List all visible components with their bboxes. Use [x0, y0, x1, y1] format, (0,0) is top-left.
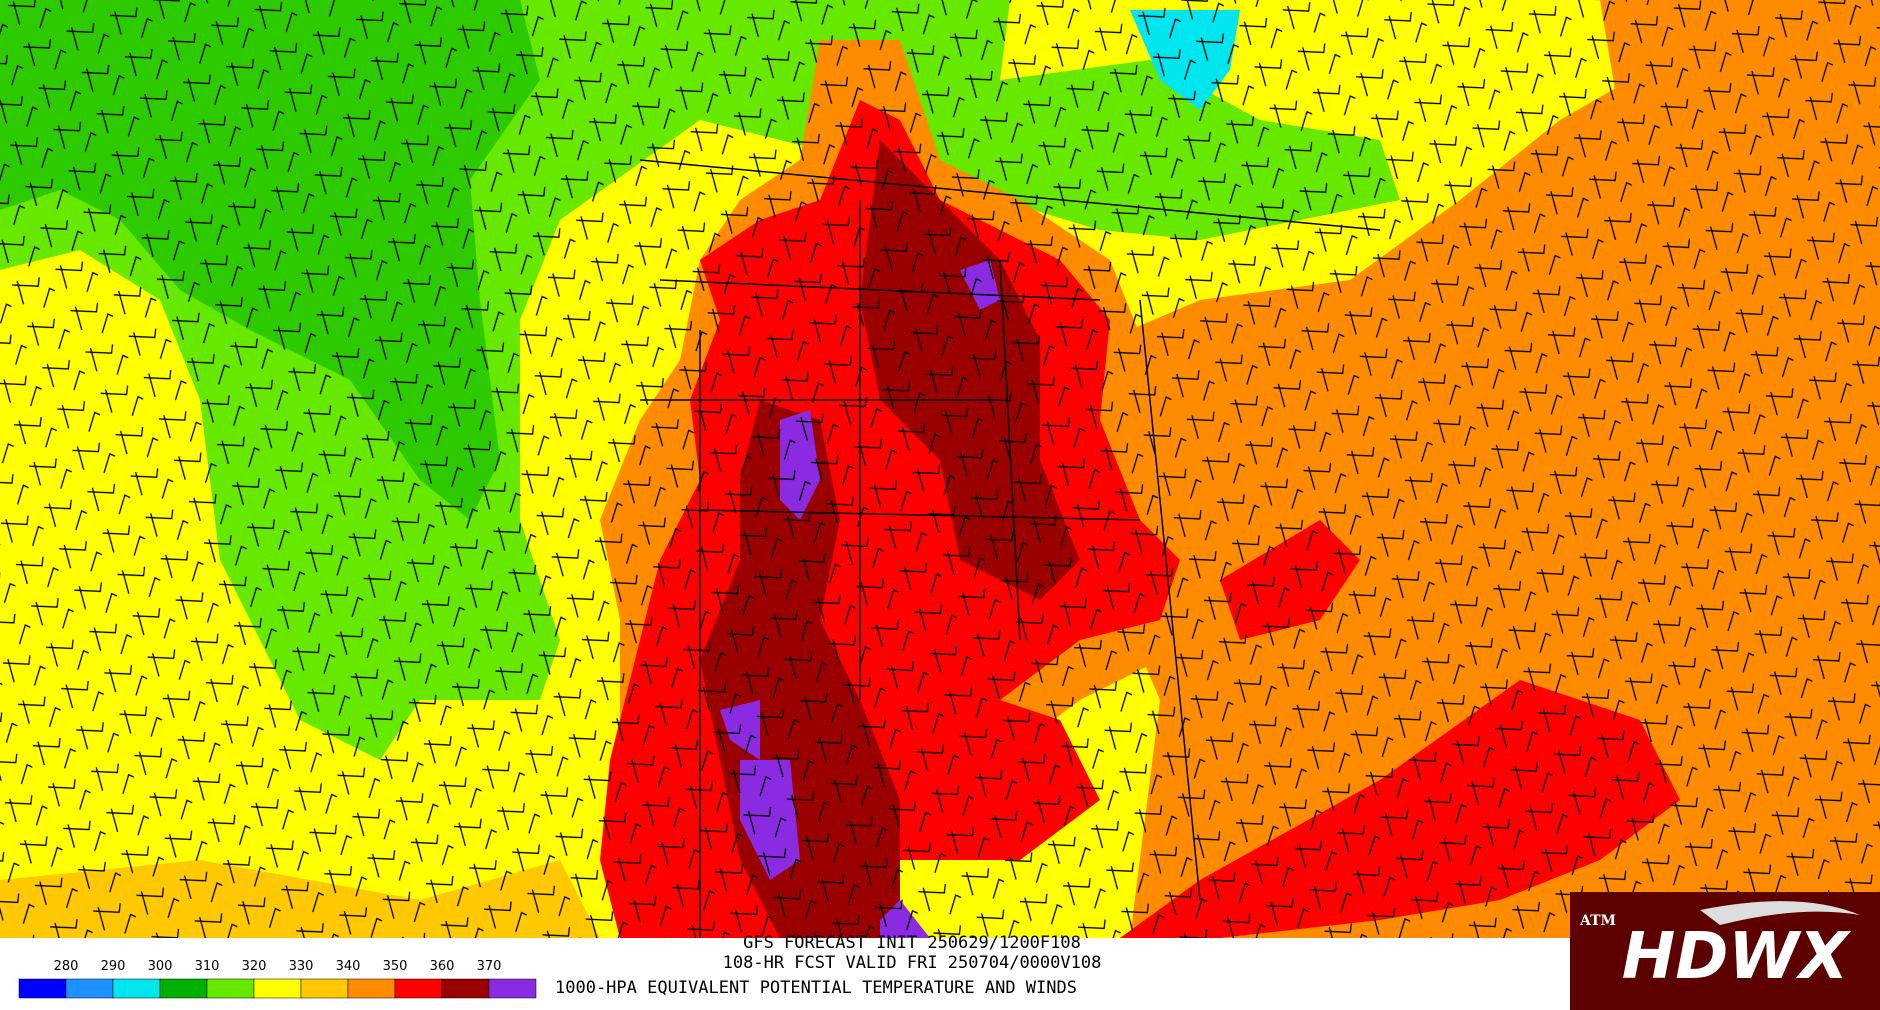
logo-swoosh	[1700, 901, 1860, 925]
colorbar-tick-label: 340	[336, 959, 361, 974]
colorbar-tick-label: 300	[148, 959, 173, 974]
colorbar-swatch	[488, 978, 537, 999]
logo-text: HDWX	[1622, 920, 1851, 994]
colorbar-swatch	[206, 978, 255, 999]
colorbar-tick-label: 370	[477, 959, 502, 974]
colorbar-tick-label: 330	[289, 959, 314, 974]
colorbar-tick-label: 320	[242, 959, 267, 974]
colorbar-swatch	[253, 978, 302, 999]
colorbar-tick-label: 350	[383, 959, 408, 974]
colorbar-swatch	[159, 978, 208, 999]
logo: ATM HDWX	[1570, 892, 1880, 1010]
colorbar-tick-label: 290	[101, 959, 126, 974]
wind-barbs	[0, 0, 1880, 938]
colorbar-swatch	[441, 978, 490, 999]
colorbar: 280 290 300 310 320 330 340 350 360 370	[18, 959, 537, 999]
colorbar-swatch	[18, 978, 67, 999]
colorbar-tick-label: 360	[430, 959, 455, 974]
logo-emblem: ATM	[1579, 913, 1616, 929]
map	[0, 0, 1880, 938]
colorbar-swatch	[347, 978, 396, 999]
caption-line: 1000-HPA EQUIVALENT POTENTIAL TEMPERATUR…	[555, 978, 1077, 998]
caption-line: GFS FORECAST INIT 250629/1200F108	[743, 933, 1081, 953]
colorbar-tick-label: 310	[195, 959, 220, 974]
colorbar-swatch	[112, 978, 161, 999]
colorbar-swatch	[65, 978, 114, 999]
boundary-lines	[639, 159, 1381, 938]
colorbar-swatch	[394, 978, 443, 999]
colorbar-tick-label: 280	[54, 959, 79, 974]
caption-line: 108-HR FCST VALID FRI 250704/0000V108	[723, 953, 1102, 973]
colorbar-swatch	[300, 978, 349, 999]
